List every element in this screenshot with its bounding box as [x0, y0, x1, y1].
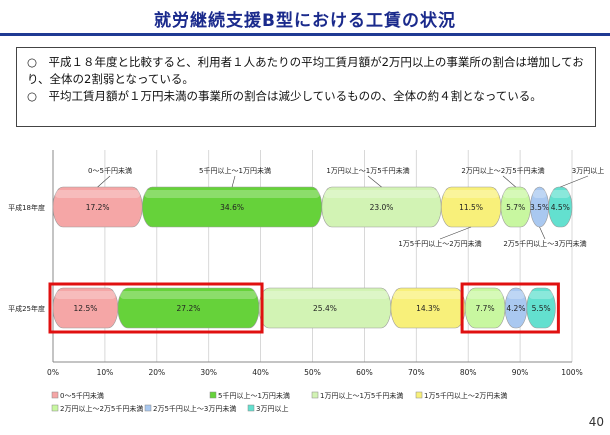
x-tick-label: 100% [561, 368, 582, 377]
legend-label: 2万円以上～2万5千円未満 [60, 404, 143, 413]
bar-segment-shine [55, 190, 141, 198]
callout-label: 2万円以上～2万5千円未満 [461, 166, 544, 175]
bar-segment-shine [532, 190, 547, 198]
callout-leader [97, 175, 111, 188]
x-tick-label: 0% [47, 368, 59, 377]
x-tick-label: 10% [97, 368, 114, 377]
bar-segment-shine [323, 190, 440, 198]
legend-label: 3万円以上 [256, 404, 288, 413]
callout-leader [539, 226, 546, 240]
legend-swatch [144, 404, 152, 412]
callout-label: 3万円以上 [572, 166, 604, 175]
bar-segment-shine [502, 190, 529, 198]
legend-swatch [247, 404, 255, 412]
data-label: 3.5% [530, 203, 549, 212]
bar-segment-shine [144, 190, 320, 198]
legend-label: 1万5千円以上～2万円未満 [424, 391, 507, 400]
x-tick-label: 40% [252, 368, 269, 377]
legend-swatch [311, 391, 319, 399]
legend-swatch [51, 404, 59, 412]
legend-swatch [415, 391, 423, 399]
legend-label: 2万5千円以上～3万円未満 [153, 404, 236, 413]
bar-segment-shine [119, 291, 258, 299]
page-number: 40 [588, 415, 604, 429]
data-label: 12.5% [74, 304, 98, 313]
data-label: 7.7% [476, 304, 495, 313]
data-label: 4.5% [551, 203, 570, 212]
x-tick-label: 20% [148, 368, 165, 377]
legend-label: 0～5千円未満 [60, 391, 104, 400]
bar-segment-shine [528, 291, 554, 299]
highlight-box [460, 282, 560, 334]
summary-line-2: ○ 平均工賃月額が１万円未満の事業所の割合は減少しているものの、全体の約４割とな… [27, 89, 542, 103]
callout-label: 0～5千円未満 [88, 166, 132, 175]
bar-segment-shine [261, 291, 389, 299]
category-label: 平成25年度 [8, 304, 45, 313]
x-tick-label: 30% [200, 368, 217, 377]
x-tick-label: 70% [408, 368, 425, 377]
callout-label: 5千円以上～1万円未満 [199, 166, 271, 175]
bar-segment-shine [392, 291, 464, 299]
data-label: 14.3% [416, 304, 440, 313]
bar-segment-shine [55, 291, 116, 299]
callout-leader [439, 226, 472, 240]
callout-leader [560, 175, 589, 188]
legend-swatch [209, 391, 217, 399]
x-tick-label: 50% [304, 368, 321, 377]
x-tick-label: 60% [356, 368, 373, 377]
title-underline [0, 33, 610, 36]
bar-segment-shine [443, 190, 499, 198]
legend-swatch [51, 391, 59, 399]
callout-leader [367, 175, 382, 188]
bar-segment-shine [507, 291, 525, 299]
data-label: 4.2% [506, 304, 525, 313]
legend-label: 1万円以上～1万5千円未満 [320, 391, 403, 400]
highlight-box [48, 282, 264, 334]
summary-box: ○ 平成１８年度と比較すると、利用者１人あたりの平均工賃月額が2万円以上の事業所… [16, 47, 596, 127]
data-label: 25.4% [313, 304, 337, 313]
page-title: 就労継続支援B型における工賃の状況 [154, 11, 456, 31]
data-label: 5.5% [532, 304, 551, 313]
data-label: 11.5% [459, 203, 483, 212]
callout-label: 1万円以上～1万5千円未満 [326, 166, 409, 175]
x-tick-label: 90% [512, 368, 529, 377]
data-label: 34.6% [220, 203, 244, 212]
callout-leader [231, 175, 236, 188]
category-label: 平成18年度 [8, 203, 45, 212]
data-label: 27.2% [177, 304, 201, 313]
callout-label: 2万5千円以上～3万円未満 [503, 239, 586, 248]
data-label: 23.0% [370, 203, 394, 212]
callout-label: 1万5千円以上～2万円未満 [398, 239, 481, 248]
data-label: 17.2% [86, 203, 110, 212]
bar-segment [526, 287, 556, 329]
x-tick-label: 80% [460, 368, 477, 377]
bar-segment-shine [467, 291, 504, 299]
summary-line-1: ○ 平成１８年度と比較すると、利用者１人あたりの平均工賃月額が2万円以上の事業所… [27, 55, 584, 86]
bar-segment-shine [550, 190, 570, 198]
data-label: 5.7% [506, 203, 525, 212]
legend-label: 5千円以上～1万円未満 [218, 391, 290, 400]
callout-leader [502, 175, 516, 188]
